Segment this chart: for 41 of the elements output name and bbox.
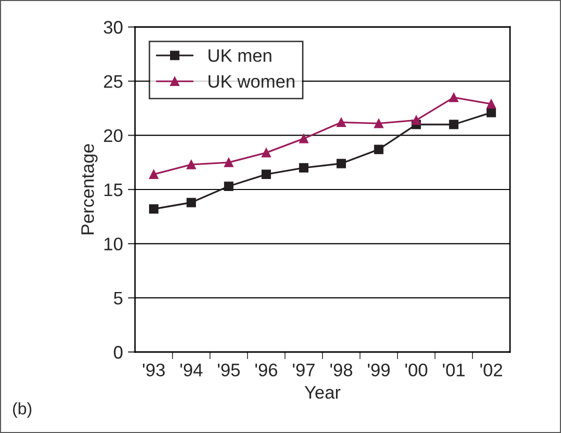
point (224, 182, 234, 191)
x-tick-label: '95 (218, 364, 240, 376)
x-tick-label: '93 (142, 364, 165, 376)
point (374, 118, 384, 128)
point (262, 148, 271, 158)
x-tick-label: '00 (405, 364, 428, 376)
y-tick-label: 10 (104, 238, 122, 250)
legend-label: UK men (208, 49, 272, 62)
x-tick-label: '01 (442, 364, 465, 376)
point (412, 115, 421, 125)
point (262, 170, 271, 180)
point (186, 198, 196, 208)
point (486, 99, 496, 109)
x-tick-label: '02 (480, 364, 502, 376)
point (336, 118, 346, 128)
point (149, 204, 158, 214)
point (336, 158, 346, 168)
x-axis-title: Year (304, 386, 340, 399)
y-tick-label: 0 (114, 346, 122, 359)
point (149, 170, 158, 180)
point (299, 163, 308, 173)
point (186, 160, 196, 170)
point (486, 108, 496, 118)
point (374, 144, 384, 154)
y-tick-label: 5 (114, 292, 122, 305)
y-tick-label: 20 (104, 129, 122, 142)
y-tick-label: 15 (104, 184, 122, 196)
legend-label: UK women (208, 75, 294, 88)
text: (b) (13, 402, 32, 418)
y-tick-label: 30 (104, 20, 122, 34)
x-tick-label: '94 (180, 364, 202, 376)
y-axis-title: Percentage (81, 144, 98, 234)
x-tick-label: '98 (330, 364, 352, 376)
point (449, 120, 458, 130)
point (224, 158, 234, 168)
point (449, 92, 458, 102)
x-tick-label: '99 (368, 364, 390, 376)
y-tick-label: 25 (104, 75, 122, 88)
point (299, 134, 308, 144)
x-tick-label: '96 (255, 364, 278, 376)
x-tick-label: '97 (292, 364, 315, 376)
